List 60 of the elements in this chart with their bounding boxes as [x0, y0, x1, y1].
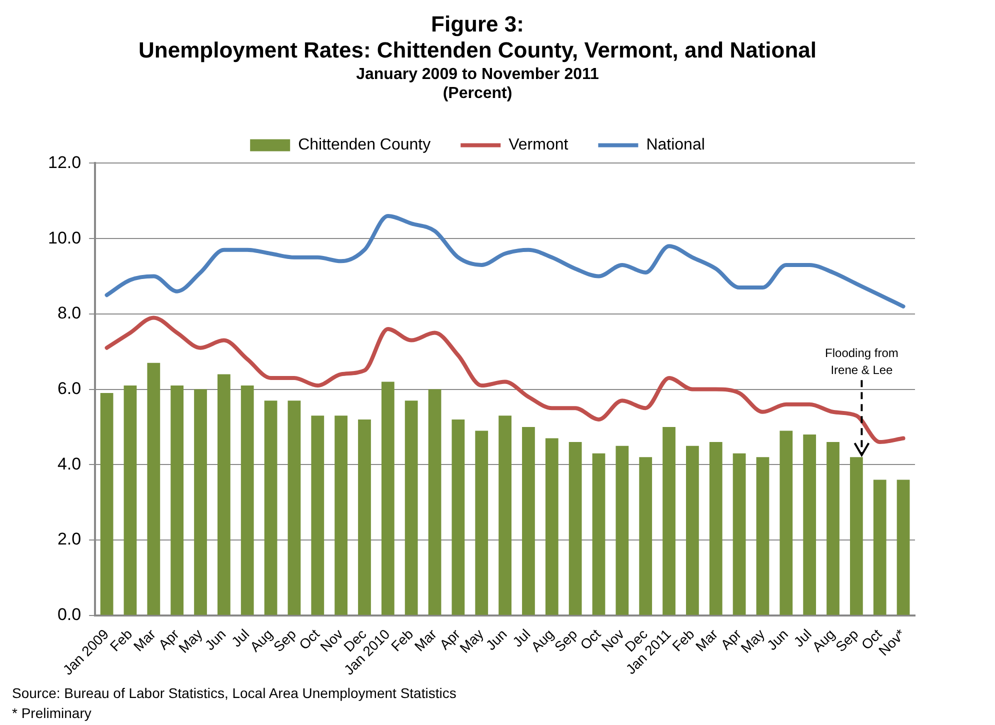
bar — [452, 419, 465, 615]
bar — [404, 400, 418, 615]
annotation: Flooding from Irene & Lee — [825, 346, 898, 378]
bar — [240, 386, 254, 615]
bar — [709, 442, 722, 615]
bar — [826, 442, 840, 615]
x-tick-label: Jun — [764, 626, 792, 654]
y-tick-label: 6.0 — [57, 378, 82, 398]
y-tick-label: 8.0 — [57, 304, 82, 323]
bar — [522, 426, 535, 615]
legend-label: Vermont — [508, 136, 569, 154]
bar — [568, 442, 582, 615]
bar — [756, 457, 770, 615]
bar — [288, 400, 301, 615]
bar — [475, 430, 488, 615]
bar — [545, 438, 558, 615]
y-tick-label: 2.0 — [57, 530, 82, 549]
bar — [850, 457, 863, 615]
bar — [100, 393, 114, 615]
bar — [873, 480, 886, 615]
bar — [780, 430, 793, 615]
line-series — [104, 316, 906, 444]
bar — [147, 362, 160, 615]
x-tick-label: Jul — [228, 626, 252, 650]
bar — [592, 453, 606, 615]
bar — [194, 389, 207, 615]
bar — [662, 426, 676, 615]
chart-subtitle: January 2009 to November 2011 (Percent) — [356, 66, 599, 102]
bar — [170, 386, 184, 615]
bar — [732, 453, 746, 615]
bar — [311, 416, 324, 615]
x-tick-label: Jun — [202, 626, 229, 654]
x-tick-label: Jul — [509, 626, 534, 650]
x-tick-label: Mar — [130, 626, 159, 654]
bar — [264, 400, 278, 615]
x-tick-label: Jun — [482, 626, 510, 654]
y-tick-label: 4.0 — [57, 454, 82, 474]
bar — [358, 419, 371, 615]
bar — [616, 446, 629, 615]
chart-title: Figure 3: Unemployment Rates: Chittenden County, Vermont, and National — [138, 11, 816, 63]
bar — [217, 374, 230, 615]
bar — [498, 416, 512, 615]
bar — [428, 389, 442, 615]
source-note: Source: Bureau of Labor Statistics, Local Area Unemployment Statistics — [12, 684, 456, 703]
bar — [896, 480, 910, 615]
x-tick-label: Jul — [790, 626, 814, 650]
bar — [803, 434, 816, 615]
bar — [639, 457, 652, 615]
bar — [381, 382, 394, 615]
line-series — [104, 214, 906, 308]
legend-label: National — [646, 136, 705, 154]
y-tick-label: 12.0 — [48, 152, 82, 172]
text: * Preliminary — [12, 704, 92, 723]
bar — [124, 386, 137, 615]
legend-label: Chittenden County — [298, 136, 431, 154]
y-tick-label: 0.0 — [57, 605, 82, 624]
y-tick-label: 10.0 — [48, 228, 82, 248]
bar — [686, 446, 699, 615]
x-tick-label: Mar — [411, 626, 440, 654]
bar — [334, 416, 348, 615]
